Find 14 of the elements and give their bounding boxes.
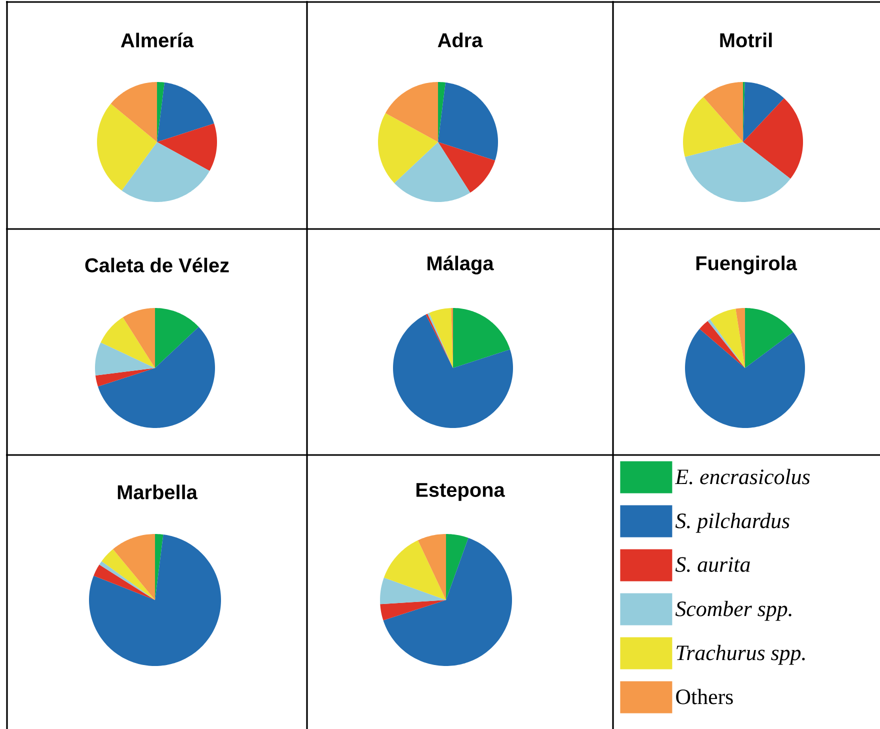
chart-title: Málaga xyxy=(428,256,494,274)
legend-label: E. encrasicolus xyxy=(674,468,810,484)
chart-title: Adra xyxy=(438,32,483,48)
text: Estepona xyxy=(416,483,505,501)
chart-title: Almería xyxy=(120,32,194,48)
chart-title: Caleta de Vélez xyxy=(85,258,229,272)
legend-label: Others xyxy=(676,688,733,704)
legend-label: Scomber spp. xyxy=(675,600,792,621)
legend-label: S. aurita xyxy=(675,557,750,572)
legend-label: S. pilchardus xyxy=(675,512,790,533)
chart-title: Marbella xyxy=(118,484,198,500)
chart-title: Motril xyxy=(720,32,772,48)
legend-label: Trachurus spp. xyxy=(676,644,805,665)
chart-title: Fuengirola xyxy=(696,256,798,274)
